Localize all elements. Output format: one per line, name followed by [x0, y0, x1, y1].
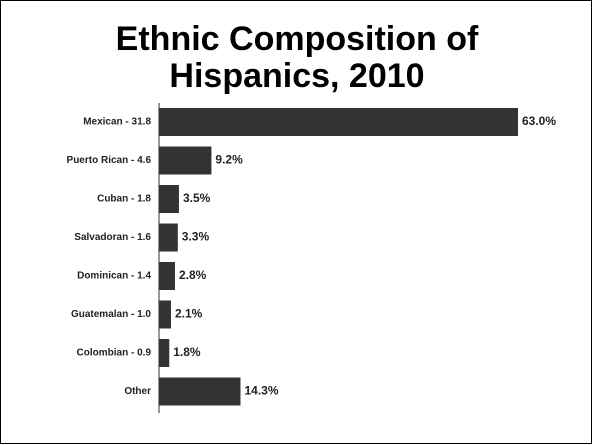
- bar: [159, 262, 175, 290]
- chart-title-line-2: Hispanics, 2010: [169, 57, 425, 95]
- value-label: 9.2%: [215, 153, 243, 167]
- bar: [159, 300, 171, 329]
- value-label: 1.8%: [173, 345, 201, 359]
- value-label: 3.3%: [182, 230, 210, 244]
- bar: [159, 377, 241, 406]
- category-label: Cuban - 1.8: [97, 194, 151, 205]
- bar: [159, 146, 212, 175]
- chart-title: Ethnic Composition of Hispanics, 2010: [1, 21, 592, 95]
- bar: [159, 223, 178, 252]
- value-label: 2.1%: [175, 307, 203, 321]
- category-label: Dominican - 1.4: [77, 271, 151, 282]
- bar: [159, 185, 179, 213]
- category-label: Salvadoran - 1.6: [74, 232, 151, 243]
- chart-title-line-1: Ethnic Composition of: [115, 20, 479, 58]
- value-label: 63.0%: [522, 114, 556, 128]
- bar: [159, 339, 170, 367]
- category-label: Colombian - 0.9: [77, 348, 152, 359]
- category-label: Puerto Rican - 4.6: [67, 155, 152, 166]
- value-label: 14.3%: [244, 384, 278, 398]
- bar: [159, 108, 518, 136]
- bars-layer: Mexican - 31.8 63.0% Puerto Rican - 4.6 9.2…: [67, 108, 556, 406]
- category-label: Other: [124, 386, 151, 397]
- category-label: Mexican - 31.8: [83, 117, 151, 128]
- category-label: Guatemalan - 1.0: [71, 309, 151, 320]
- value-label: 3.5%: [183, 191, 211, 205]
- value-label: 2.8%: [179, 268, 207, 282]
